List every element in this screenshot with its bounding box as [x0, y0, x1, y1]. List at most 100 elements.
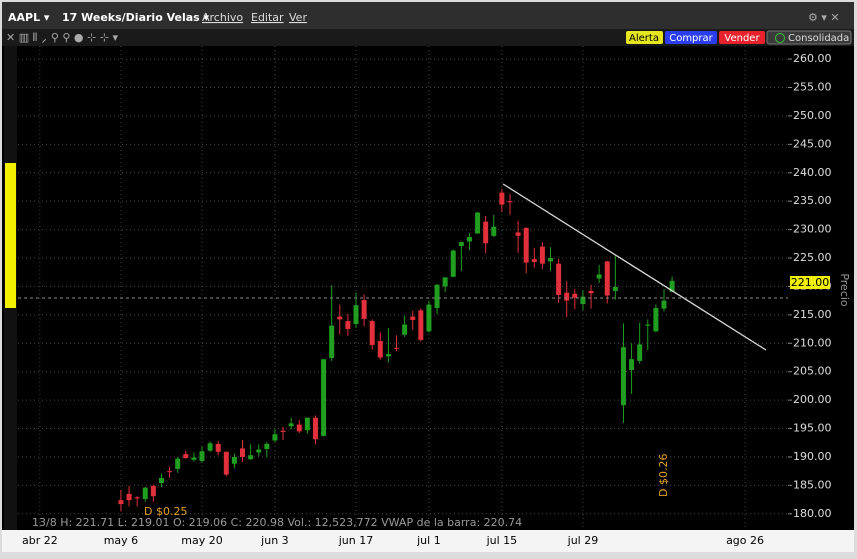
candle-body — [402, 324, 408, 335]
sell-button-label[interactable]: Vender — [724, 33, 760, 44]
alert-button[interactable] — [626, 31, 663, 44]
candle-body — [126, 493, 132, 501]
y-tick-label: 185.00 — [793, 478, 832, 491]
x-tick-label: jun 3 — [260, 534, 289, 547]
dividend-label: D $0.25 — [144, 505, 187, 518]
candle-body — [304, 417, 310, 431]
candle-body — [523, 227, 529, 263]
candle-body — [499, 192, 505, 205]
candle-body — [548, 258, 554, 262]
candle-body — [231, 456, 237, 464]
candle-body — [612, 287, 618, 291]
scroll-thumb[interactable] — [5, 163, 16, 308]
candle-body — [329, 325, 335, 359]
candle-body — [564, 292, 570, 301]
y-tick-label: 210.00 — [793, 336, 832, 349]
candle-body — [620, 347, 626, 406]
candle-body — [256, 449, 262, 453]
buy-button[interactable] — [665, 31, 717, 44]
x-tick-label: jul 15 — [486, 534, 518, 547]
candle-body — [637, 344, 643, 361]
candle-body — [588, 290, 594, 294]
y-tick-label: 235.00 — [793, 194, 832, 207]
buy-button-label[interactable]: Comprar — [669, 33, 713, 44]
candle-body — [394, 347, 400, 349]
y-tick-label: 205.00 — [793, 365, 832, 378]
candle-body — [572, 293, 578, 298]
route-icon — [775, 33, 785, 43]
candle-body — [118, 500, 124, 505]
candle-body — [264, 443, 270, 449]
candle-body — [248, 455, 254, 460]
candle-body — [183, 454, 189, 459]
candle-body — [312, 417, 318, 440]
y-tick-label: 180.00 — [793, 507, 832, 520]
candle-body — [580, 296, 586, 305]
candle-body — [434, 284, 440, 309]
candle-body — [272, 434, 278, 441]
price-label-box — [790, 276, 830, 289]
period-menu[interactable]: 17 Weeks/Diario Velas ▾ — [62, 11, 210, 24]
x-tick-label: jul 29 — [567, 534, 599, 547]
symbol-menu[interactable]: AAPL ▾ — [8, 11, 50, 24]
y-tick-label: 215.00 — [793, 308, 832, 321]
menu-item[interactable]: Editar — [251, 11, 284, 24]
plot-area — [18, 46, 788, 530]
y-tick-label: 255.00 — [793, 80, 832, 93]
route-button-label[interactable]: Consolidada — [788, 33, 849, 44]
candle-body — [167, 471, 173, 473]
candle-body — [215, 443, 221, 452]
candle-body — [475, 212, 481, 234]
candle-body — [240, 448, 246, 457]
dividend-label: D $0.26 — [657, 454, 670, 497]
menu-item[interactable]: Ver — [289, 11, 307, 24]
status-line: 13/8 H: 221.71 L: 219.01 O: 219.06 C: 22… — [32, 516, 522, 529]
candle-body — [321, 359, 327, 436]
candle-body — [288, 423, 294, 427]
candle-body — [442, 277, 448, 287]
trend-line — [502, 183, 767, 351]
candle-body — [142, 487, 148, 500]
candle-body — [207, 443, 213, 451]
candle-body — [556, 263, 562, 295]
axis-title: Precio — [838, 273, 851, 307]
candle-body — [385, 354, 391, 357]
x-tick-label: may 6 — [104, 534, 138, 547]
y-tick-label: 190.00 — [793, 450, 832, 463]
candle-body — [491, 226, 497, 236]
candle-body — [604, 261, 610, 296]
candle-body — [466, 236, 472, 242]
date-axis — [2, 530, 854, 552]
x-tick-label: ago 26 — [726, 534, 764, 547]
candle-body — [337, 316, 343, 320]
y-tick-label: 260.00 — [793, 52, 832, 65]
y-tick-label: 245.00 — [793, 137, 832, 150]
candle-body — [280, 430, 286, 432]
toolbar-icons[interactable]: ✕ ▥ ⫴ ⸝ ⚲ ⚲ ● ⊹ ⊹ ▾ — [6, 31, 118, 44]
candle-body — [150, 485, 156, 497]
alert-button-label[interactable]: Alerta — [629, 33, 659, 44]
candle-body — [539, 246, 545, 264]
y-tick-label: 250.00 — [793, 109, 832, 122]
candle-body — [361, 300, 367, 319]
title-bar — [2, 2, 854, 29]
candle-body — [369, 321, 375, 345]
candle-body — [377, 340, 383, 358]
menu-item[interactable]: Archivo — [202, 11, 243, 24]
candle-body — [596, 274, 602, 279]
candle-body — [158, 477, 164, 484]
candle-body — [653, 308, 659, 332]
x-tick-label: jul 1 — [416, 534, 441, 547]
candle-body — [418, 310, 424, 340]
window-controls[interactable]: ⚙ ▾ ✕ — [808, 11, 840, 24]
x-tick-label: may 20 — [181, 534, 222, 547]
candle-body — [223, 451, 229, 475]
route-button[interactable] — [766, 30, 852, 45]
x-tick-label: abr 22 — [22, 534, 58, 547]
sell-button[interactable] — [719, 31, 765, 44]
candle-body — [175, 458, 181, 469]
candle-body — [345, 321, 351, 330]
candle-body — [410, 316, 416, 320]
price-label: 221.00 — [791, 276, 830, 289]
